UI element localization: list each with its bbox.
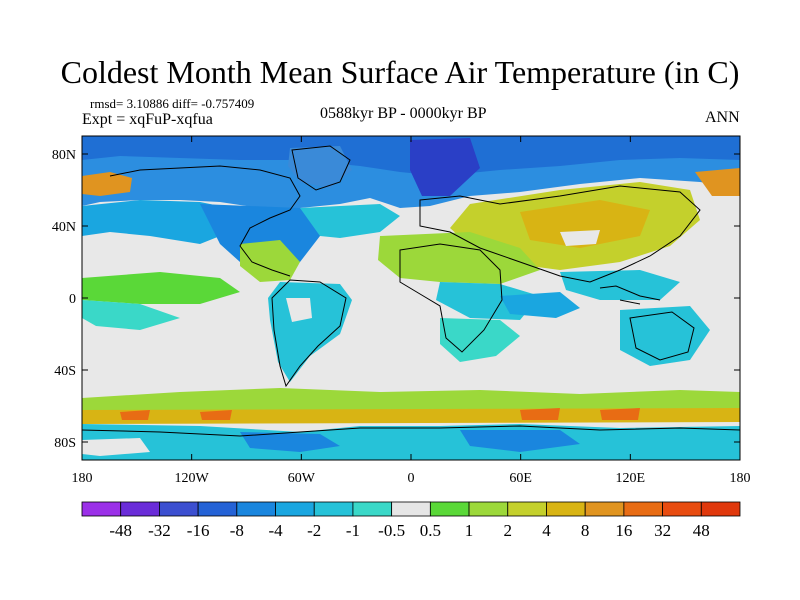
lon-tick-label: 180: [730, 471, 751, 486]
southern-ocean-warmer-band: [82, 408, 740, 424]
colorbar-swatch: [81, 501, 122, 517]
colorbar-swatch: [429, 501, 470, 517]
plot-title: Coldest Month Mean Surface Air Temperatu…: [60, 54, 740, 90]
north-america-coast: [109, 165, 301, 277]
colorbar-swatch: [662, 501, 702, 517]
greenland-cold-zone: [288, 146, 352, 188]
colorbar-swatch: [197, 501, 238, 517]
lon-tick-label: 120E: [616, 471, 646, 486]
tropical-pacific-zone: [82, 272, 240, 304]
scandinavia-coldest-zone: [410, 138, 480, 196]
colorbar-label: -1: [346, 521, 360, 540]
tibet-neutral-zone: [560, 230, 600, 246]
bering-warm-zone: [695, 168, 740, 196]
colorbar-swatch: [236, 501, 276, 517]
colorbar-swatch: [700, 501, 741, 517]
colorbar-swatch: [391, 501, 431, 517]
colorbar: -48 -32 -16 -8 -4 -2 -1 -0.5 0.5 1 2 4 8 16 32 48: [81, 501, 741, 540]
colorbar-swatch: [507, 501, 547, 517]
sea-ice-edge-warm-spots: [120, 408, 640, 420]
season-label: ANN: [705, 109, 740, 126]
latitude-axis: 80N 40N 0 40S 80S: [52, 148, 740, 451]
colorbar-label: 32: [654, 521, 671, 540]
colorbar-label: -48: [109, 521, 132, 540]
africa-coast: [399, 243, 503, 353]
antarctica-colder-zone: [240, 430, 580, 452]
colorbar-swatch: [313, 501, 354, 517]
lon-tick-label: 60W: [288, 471, 316, 486]
lat-tick-label: 40S: [54, 364, 76, 379]
central-america-warm-zone: [240, 240, 300, 282]
colorbar-label: 0.5: [420, 521, 441, 540]
colorbar-swatch: [159, 501, 199, 517]
colorbar-label: -32: [148, 521, 171, 540]
lat-tick-label: 40N: [52, 220, 76, 235]
lat-tick-label: 80N: [52, 148, 76, 163]
lon-tick-label: 0: [408, 471, 415, 486]
greenland-coast: [291, 145, 351, 191]
maritime-continent-coast: [599, 285, 661, 305]
colorbar-label: 48: [693, 521, 710, 540]
north-africa-warm-zone: [378, 232, 540, 284]
colorbar-swatch: [584, 501, 625, 517]
ross-sea-neutral-zone: [82, 438, 150, 456]
southern-africa-zone: [440, 318, 520, 362]
colorbar-label: 1: [465, 521, 474, 540]
indian-ocean-cool-zone: [500, 292, 580, 318]
coastlines: [82, 145, 740, 437]
colorbar-swatch: [623, 501, 663, 517]
south-asia-cool-zone: [560, 270, 680, 300]
eurasia-coast: [419, 185, 701, 283]
colorbar-label: -0.5: [378, 521, 405, 540]
colorbar-label: 4: [542, 521, 551, 540]
period-label: 0588kyr BP - 0000kyr BP: [320, 105, 487, 122]
longitude-axis: 180 120W 60W 0 60E 120E 180: [72, 136, 751, 486]
amazon-neutral-zone: [286, 298, 312, 322]
lon-tick-label: 60E: [509, 471, 532, 486]
north-america-cool-zone: [200, 204, 330, 270]
lat-tick-label: 80S: [54, 436, 76, 451]
colorbar-swatch: [120, 501, 160, 517]
colorbar-swatch: [275, 501, 315, 517]
antarctica-coast: [82, 425, 740, 437]
stats-label: rmsd= 3.10886 diff= -0.757409: [90, 96, 255, 111]
colorbar-label: -2: [307, 521, 321, 540]
lon-tick-label: 180: [72, 471, 93, 486]
lat-tick-label: 0: [69, 292, 76, 307]
colorbar-label: 16: [615, 521, 632, 540]
experiment-label: Expt = xqFuP-xqfua: [82, 111, 213, 128]
central-asia-warmer-zone: [520, 200, 650, 248]
colorbar-label: 8: [581, 521, 590, 540]
map-field: [82, 136, 740, 460]
alaska-warm-zone: [82, 172, 132, 196]
colorbar-label: -4: [268, 521, 283, 540]
south-america-coast: [271, 279, 347, 388]
lon-tick-label: 120W: [175, 471, 210, 486]
north-atlantic-zone: [300, 204, 400, 238]
tropical-pacific-cool-zone: [82, 300, 180, 330]
colorbar-label: -16: [187, 521, 210, 540]
colorbar-swatch: [546, 501, 586, 517]
colorbar-swatch: [468, 501, 509, 517]
colorbar-label: -8: [230, 521, 244, 540]
north-pacific-cool-zone: [82, 200, 240, 244]
australia-coast: [629, 311, 695, 361]
colorbar-swatch: [352, 501, 393, 517]
colorbar-label: 2: [504, 521, 513, 540]
